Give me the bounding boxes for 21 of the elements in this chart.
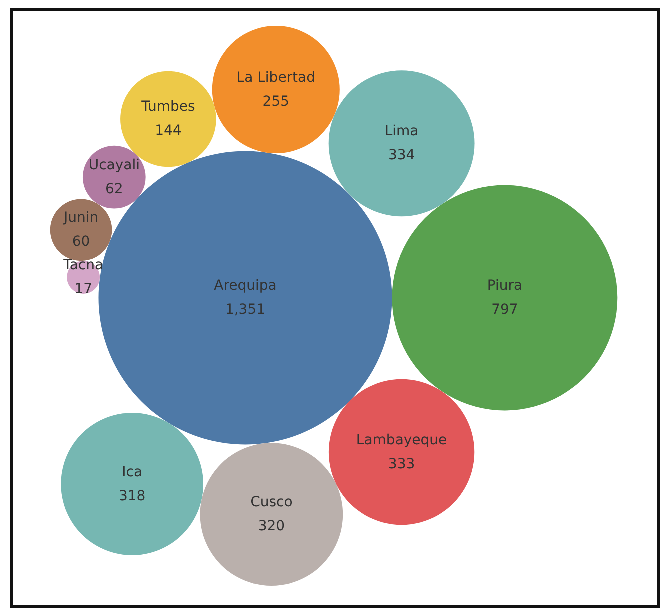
category-label: Arequipa	[214, 278, 277, 294]
data-label: 334	[388, 148, 416, 164]
data-label: 797	[492, 302, 518, 318]
data-label: 17	[74, 282, 92, 298]
data-label: 318	[118, 488, 146, 504]
category-label: Ucayali	[88, 157, 140, 174]
data-label: 255	[262, 94, 290, 110]
data-label: 1,351	[225, 302, 266, 318]
category-label: Lima	[384, 124, 419, 140]
data-label: 60	[72, 234, 90, 250]
category-label: La Libertad	[236, 70, 316, 86]
category-label: Lambayeque	[356, 432, 448, 448]
category-label: Tumbes	[140, 99, 196, 116]
category-label: Piura	[487, 278, 523, 294]
data-label: 320	[258, 518, 286, 535]
data-label: 144	[155, 123, 182, 140]
category-label: Junin	[62, 210, 99, 226]
category-label: Cusco	[250, 494, 293, 511]
data-label: 62	[105, 181, 124, 198]
data-label: 333	[388, 456, 416, 472]
category-label: Ica	[122, 464, 143, 480]
